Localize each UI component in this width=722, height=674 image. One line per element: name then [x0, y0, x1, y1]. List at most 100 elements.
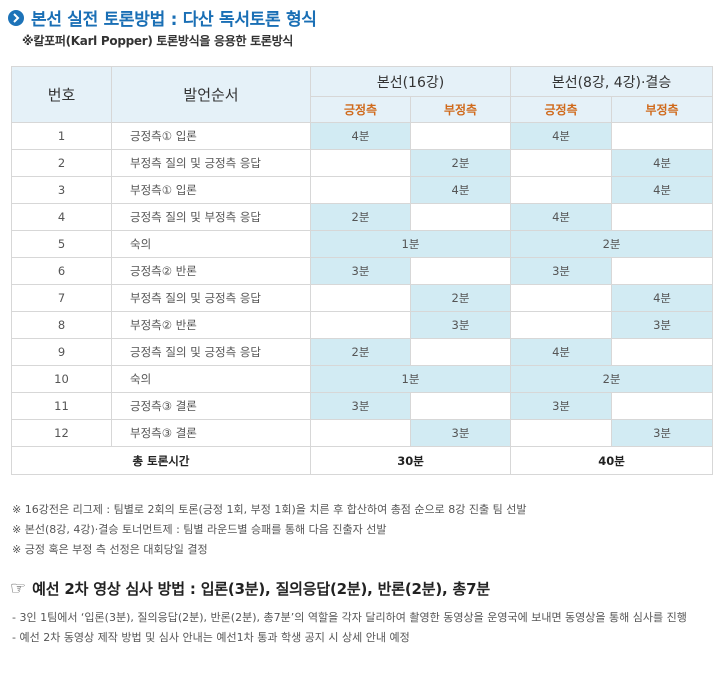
header-affirmative-16: 긍정측: [310, 96, 411, 123]
row-number: 6: [11, 257, 112, 285]
note-item: ※ 본선(8강, 4강)·결승 토너먼트제 : 팀별 라운드별 승패를 통해 다…: [12, 523, 387, 536]
cell-final-negative: [611, 203, 714, 231]
cell-16-merged: 1분: [309, 365, 512, 393]
cell-final-negative: [611, 257, 714, 285]
chevron-right-circle-icon: [8, 9, 24, 26]
cell-16-negative: [409, 392, 512, 420]
cell-16-affirmative: [310, 311, 411, 339]
row-order: 숙의: [111, 365, 311, 393]
row-number: 5: [11, 230, 112, 258]
header-affirmative-final: 긍정측: [510, 96, 613, 123]
cell-16-negative: 4분: [409, 176, 512, 204]
note-item: ※ 긍정 혹은 부정 측 선정은 대회당일 결정: [12, 543, 208, 556]
cell-16-negative: [409, 257, 512, 285]
pointing-hand-icon: ☞: [10, 578, 27, 599]
row-number: 12: [11, 419, 112, 447]
cell-16-affirmative: 4분: [310, 122, 411, 150]
row-order: 부정측 질의 및 긍정측 응답: [111, 149, 311, 177]
row-number: 4: [11, 203, 112, 231]
total-row: 총 토론시간 30분 40분: [11, 446, 714, 475]
total-16: 30분: [309, 446, 512, 475]
cell-16-negative: [409, 122, 512, 150]
row-number: 1: [11, 122, 112, 150]
cell-16-negative: [409, 338, 512, 366]
table-row: 11 긍정측③ 결론 3분 3분: [11, 392, 714, 420]
cell-16-negative: 3분: [409, 419, 512, 447]
debate-order-table: 번호 발언순서 본선(16강) 본선(8강, 4강)·결승 긍정측 부정측 긍정…: [11, 66, 714, 475]
header-negative-final: 부정측: [611, 96, 714, 123]
section2-heading: ☞ 예선 2차 영상 심사 방법 : 입론(3분), 질의응답(2분), 반론(…: [10, 578, 490, 599]
row-order: 부정측① 입론: [111, 176, 311, 204]
row-number: 10: [11, 365, 112, 393]
cell-final-affirmative: [510, 419, 613, 447]
cell-final-negative: 3분: [611, 311, 714, 339]
table-row: 2 부정측 질의 및 긍정측 응답 2분 4분: [11, 149, 714, 177]
row-number: 9: [11, 338, 112, 366]
header-negative-16: 부정측: [409, 96, 512, 123]
row-order: 숙의: [111, 230, 311, 258]
table-body: 1 긍정측① 입론 4분 4분 2 부정측 질의 및 긍정측 응답 2분 4분 3 부정측① 입론…: [11, 122, 714, 447]
cell-16-affirmative: [310, 419, 411, 447]
cell-16-negative: [409, 203, 512, 231]
cell-final-negative: 4분: [611, 284, 714, 312]
table-row: 8 부정측② 반론 3분 3분: [11, 311, 714, 339]
row-order: 부정측② 반론: [111, 311, 311, 339]
cell-final-affirmative: 3분: [510, 392, 613, 420]
cell-final-merged: 2분: [510, 365, 714, 393]
row-order: 부정측 질의 및 긍정측 응답: [111, 284, 311, 312]
cell-16-affirmative: [310, 149, 411, 177]
cell-16-negative: 3분: [409, 311, 512, 339]
cell-final-affirmative: 4분: [510, 338, 613, 366]
cell-final-affirmative: 4분: [510, 122, 613, 150]
cell-16-affirmative: [310, 176, 411, 204]
cell-final-affirmative: [510, 311, 613, 339]
total-label: 총 토론시간: [11, 446, 311, 475]
page-subtitle: ※칼포퍼(Karl Popper) 토론방식을 응용한 토론방식: [22, 34, 294, 48]
table-row: 6 긍정측② 반론 3분 3분: [11, 257, 714, 285]
total-final: 40분: [510, 446, 714, 475]
cell-final-negative: 4분: [611, 149, 714, 177]
table-row: 1 긍정측① 입론 4분 4분: [11, 122, 714, 150]
table-row: 7 부정측 질의 및 긍정측 응답 2분 4분: [11, 284, 714, 312]
notes: ※ 16강전은 리그제 : 팀별로 2회의 토론(긍정 1회, 부정 1회)을 …: [12, 500, 527, 560]
table-row: 5 숙의 1분 2분: [11, 230, 714, 258]
table-row: 9 긍정측 질의 및 긍정측 응답 2분 4분: [11, 338, 714, 366]
section2-line: - 예선 2차 동영상 제작 방법 및 심사 안내는 예선1차 통과 학생 공지…: [12, 631, 410, 644]
cell-16-affirmative: [310, 284, 411, 312]
row-order: 긍정측 질의 및 긍정측 응답: [111, 338, 311, 366]
cell-final-affirmative: [510, 176, 613, 204]
cell-16-negative: 2분: [409, 284, 512, 312]
cell-final-negative: [611, 392, 714, 420]
title-row: 본선 실전 토론방법 : 다산 독서토론 형식: [8, 5, 317, 30]
row-number: 11: [11, 392, 112, 420]
row-number: 8: [11, 311, 112, 339]
row-order: 긍정측③ 결론: [111, 392, 311, 420]
cell-final-affirmative: 4분: [510, 203, 613, 231]
table-row: 10 숙의 1분 2분: [11, 365, 714, 393]
cell-final-affirmative: 3분: [510, 257, 613, 285]
cell-final-affirmative: [510, 149, 613, 177]
cell-16-merged: 1분: [309, 230, 512, 258]
header-group-16: 본선(16강): [309, 66, 512, 97]
cell-final-negative: [611, 338, 714, 366]
row-order: 긍정측① 입론: [111, 122, 311, 150]
table-row: 12 부정측③ 결론 3분 3분: [11, 419, 714, 447]
row-order: 긍정측② 반론: [111, 257, 311, 285]
note-item: ※ 16강전은 리그제 : 팀별로 2회의 토론(긍정 1회, 부정 1회)을 …: [12, 503, 527, 516]
table-row: 4 긍정측 질의 및 부정측 응답 2분 4분: [11, 203, 714, 231]
cell-final-negative: [611, 122, 714, 150]
cell-final-negative: 4분: [611, 176, 714, 204]
cell-16-affirmative: 2분: [310, 203, 411, 231]
row-number: 7: [11, 284, 112, 312]
cell-16-negative: 2분: [409, 149, 512, 177]
page-title: 본선 실전 토론방법 : 다산 독서토론 형식: [31, 10, 317, 30]
section2-title: 예선 2차 영상 심사 방법 : 입론(3분), 질의응답(2분), 반론(2분…: [32, 580, 490, 598]
row-number: 2: [11, 149, 112, 177]
cell-16-affirmative: 3분: [310, 257, 411, 285]
header-order: 발언순서: [111, 66, 311, 123]
section2-body: - 3인 1팀에서 ‘입론(3분), 질의응답(2분), 반론(2분), 총7분…: [12, 608, 717, 648]
table-row: 3 부정측① 입론 4분 4분: [11, 176, 714, 204]
cell-final-affirmative: [510, 284, 613, 312]
row-order: 부정측③ 결론: [111, 419, 311, 447]
